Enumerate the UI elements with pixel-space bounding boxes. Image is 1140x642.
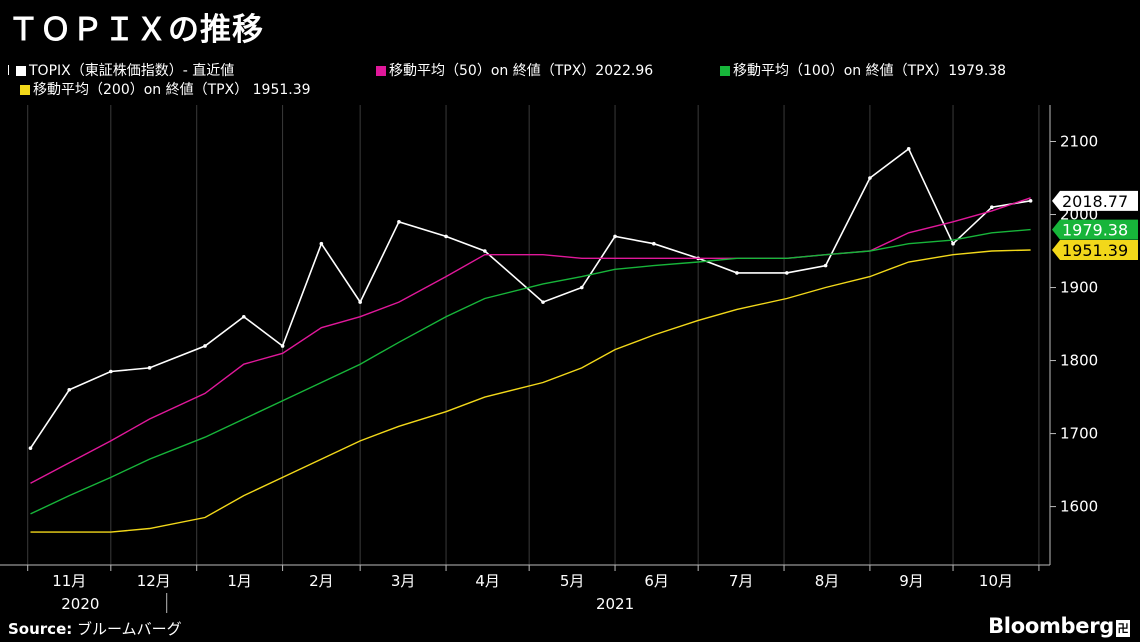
x-tick-label: 12月 xyxy=(137,572,171,590)
source-note: Source: ブルームバーグ xyxy=(8,618,182,639)
x-tick-label: 5月 xyxy=(560,572,585,590)
end-label-box xyxy=(1052,190,1138,211)
year-label: 2021 xyxy=(596,595,634,613)
candlestick-icon xyxy=(8,65,15,75)
topix-price-line xyxy=(29,147,1031,449)
gridlines xyxy=(27,105,1040,565)
brand-text: Bloomberg xyxy=(988,614,1114,638)
topix-point xyxy=(906,147,911,151)
topix-point xyxy=(397,220,401,224)
x-tick-label: 2月 xyxy=(309,572,334,590)
topix-point xyxy=(785,271,789,275)
y-tick-label: 1800 xyxy=(1060,352,1098,370)
topix-point xyxy=(868,176,872,180)
y-tick-label: 1900 xyxy=(1060,279,1098,297)
legend-item-ma100: 移動平均（100）on 終値（TPX）1979.38 xyxy=(720,60,1006,80)
bloomberg-logo: Bloomberg 卍 xyxy=(988,614,1130,638)
end-label-text: 2018.77 xyxy=(1062,192,1128,211)
brand-mark-icon: 卍 xyxy=(1116,620,1130,637)
legend-swatch-ma200 xyxy=(20,85,30,95)
x-tick-label: 11月 xyxy=(52,572,86,590)
x-tick-label: 10月 xyxy=(979,572,1013,590)
x-tick-label: 1月 xyxy=(227,572,252,590)
legend-swatch-ma100 xyxy=(720,66,730,76)
x-tick-label: 6月 xyxy=(644,572,669,590)
legend-swatch-ma50 xyxy=(376,66,386,76)
topix-point xyxy=(613,234,617,239)
topix-point xyxy=(280,344,285,348)
topix-point xyxy=(735,271,739,275)
moving-average-line-3 xyxy=(30,249,1031,533)
source-label: Source: xyxy=(8,620,73,638)
topix-point xyxy=(241,314,246,319)
topix-point xyxy=(358,300,362,304)
legend-item-ma200: 移動平均（200）on 終値（TPX） 1951.39 xyxy=(20,79,311,99)
legend-item-ma50: 移動平均（50）on 終値（TPX）2022.96 xyxy=(376,60,653,80)
topix-point xyxy=(541,300,545,304)
topix-point xyxy=(203,344,207,348)
legend-swatch-topix xyxy=(16,66,26,76)
topix-point xyxy=(444,234,448,239)
topix-point xyxy=(579,285,584,290)
end-label: 2018.77 xyxy=(1052,190,1138,211)
x-tick-label: 8月 xyxy=(815,572,840,590)
end-label: 1979.38 xyxy=(1052,219,1138,240)
y-tick-label: 2100 xyxy=(1060,133,1098,151)
topix-point xyxy=(147,366,152,370)
moving-average-line-2 xyxy=(30,228,1031,515)
x-tick-label: 9月 xyxy=(899,572,924,590)
x-tick-label: 4月 xyxy=(475,572,500,590)
legend-item-topix: TOPIX（東証株価指数）- 直近値 xyxy=(8,60,234,80)
topix-point xyxy=(109,369,113,374)
topix-point xyxy=(28,446,33,450)
x-axis: 11月 12月 1月 2月 3月 4月 5月 6月 7月 8月 9月 10月 2020 2021 xyxy=(0,564,1050,613)
legend-label-ma100: 移動平均（100）on 終値（TPX）1979.38 xyxy=(733,63,1007,79)
source-text: ブルームバーグ xyxy=(77,620,182,638)
end-label-box xyxy=(1052,219,1138,240)
legend-label-topix: TOPIX（東証株価指数）- 直近値 xyxy=(29,63,235,79)
end-label-text: 1979.38 xyxy=(1062,221,1128,240)
end-label: 1951.39 xyxy=(1052,240,1138,261)
legend-label-ma50: 移動平均（50）on 終値（TPX）2022.96 xyxy=(389,63,654,79)
topix-point xyxy=(652,241,656,246)
chart-title: ＴＯＰＩＸの推移 xyxy=(8,12,264,48)
year-label: 2020 xyxy=(61,595,99,613)
moving-average-line-1 xyxy=(30,197,1031,484)
x-tick-label: 7月 xyxy=(729,572,754,590)
topix-point xyxy=(823,263,828,268)
end-label-text: 1951.39 xyxy=(1062,241,1128,260)
topix-point xyxy=(1028,199,1033,203)
legend-label-ma200: 移動平均（200）on 終値（TPX） 1951.39 xyxy=(33,82,311,98)
topix-point xyxy=(951,241,955,246)
topix-point xyxy=(67,387,72,392)
series-lines xyxy=(28,147,1033,533)
y-tick-label: 1600 xyxy=(1060,498,1098,516)
x-tick-label: 3月 xyxy=(391,572,416,590)
topix-point xyxy=(990,205,994,210)
topix-point xyxy=(319,241,324,246)
y-tick-label: 1700 xyxy=(1060,425,1098,443)
topix-point xyxy=(483,249,487,253)
end-label-box xyxy=(1052,240,1138,261)
